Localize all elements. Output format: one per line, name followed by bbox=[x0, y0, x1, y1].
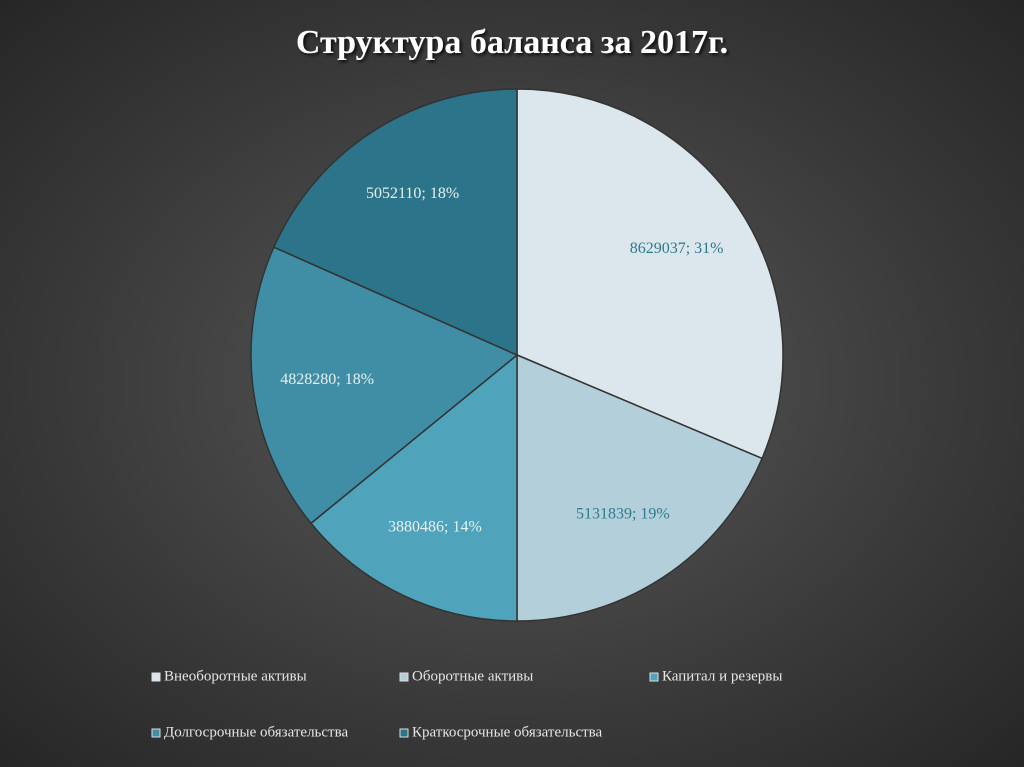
chart-title: Структура баланса за 2017г. bbox=[296, 24, 728, 61]
legend-swatch bbox=[399, 672, 409, 682]
legend-label: Внеоборотные активы bbox=[164, 668, 307, 684]
data-label: 5131839; 19% bbox=[576, 505, 670, 522]
pie-slice bbox=[272, 88, 518, 357]
data-label: 5052110; 18% bbox=[366, 185, 459, 202]
legend-label: Долгосрочные обязательства bbox=[164, 724, 348, 740]
pie-slice bbox=[250, 246, 519, 525]
legend-swatch bbox=[649, 672, 659, 682]
data-label: 8629037; 31% bbox=[630, 240, 724, 257]
legend-label: Краткосрочные обязательства bbox=[412, 724, 603, 740]
data-label: 3880486; 14% bbox=[388, 519, 482, 536]
legend-swatch bbox=[151, 672, 161, 682]
legend-label: Капитал и резервы bbox=[662, 668, 782, 684]
pie-slice bbox=[516, 353, 764, 622]
pie-slice bbox=[309, 353, 518, 622]
pie-slice bbox=[516, 88, 784, 460]
legend-swatch bbox=[399, 728, 409, 738]
data-label: 4828280; 18% bbox=[280, 371, 374, 388]
legend-swatch bbox=[151, 728, 161, 738]
legend-label: Оборотные активы bbox=[412, 668, 533, 684]
